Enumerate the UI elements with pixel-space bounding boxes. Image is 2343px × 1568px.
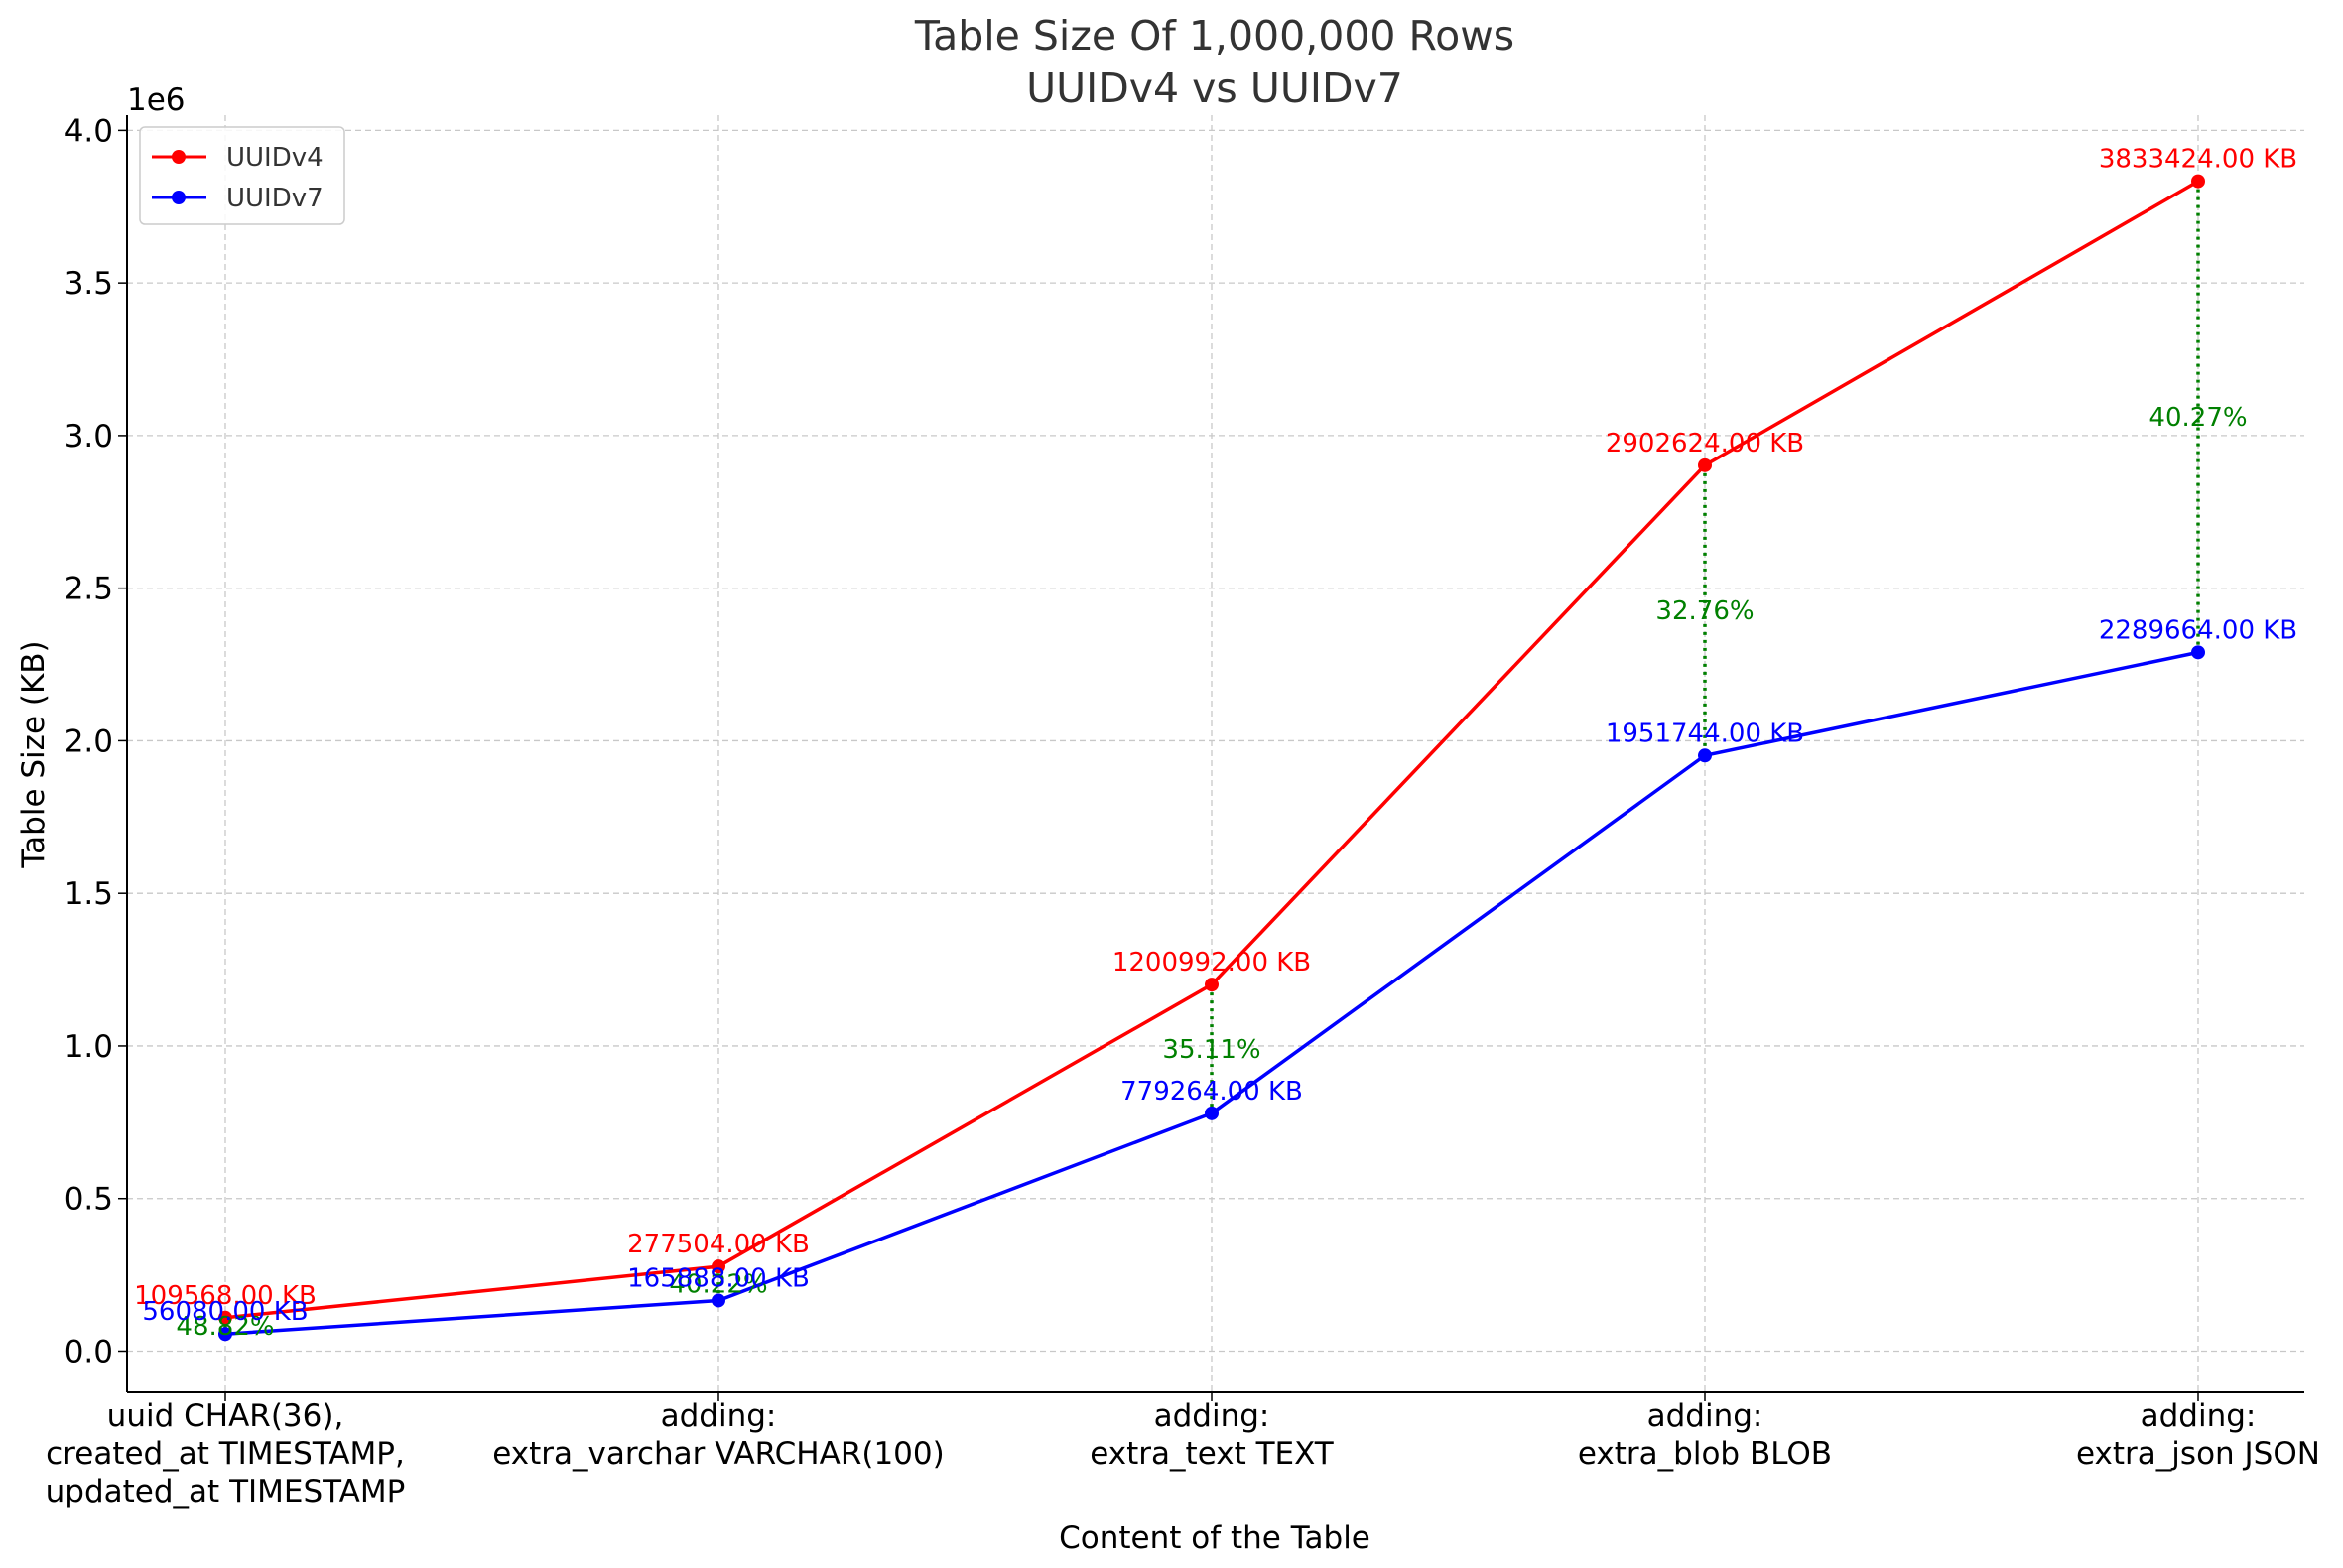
data-label-uuidv7: 1951744.00 KB	[1606, 719, 1804, 748]
difference-label: 40.27%	[2148, 403, 2247, 433]
x-tick-label: adding: extra_varchar VARCHAR(100)	[492, 1398, 944, 1472]
y-tick-label: 2.5	[65, 572, 113, 607]
series-point-uuidv4	[712, 1259, 725, 1274]
x-tick-label: uuid CHAR(36), created_at TIMESTAMP, updat…	[46, 1398, 406, 1509]
x-tick-label-line: adding:	[2141, 1398, 2257, 1434]
axes	[126, 115, 2304, 1393]
x-tick-label-line: extra_text TEXT	[1090, 1436, 1335, 1472]
difference-label: 40.22%	[669, 1269, 767, 1299]
series-point-uuidv4	[2191, 174, 2205, 189]
y-axis-label: Table Size (KB)	[16, 640, 52, 868]
x-tick-label-line: extra_blob BLOB	[1578, 1436, 1832, 1472]
y-tick-label: 2.0	[65, 723, 113, 759]
y-tick-label: 3.5	[65, 266, 113, 302]
data-label-uuidv4: 3833424.00 KB	[2099, 145, 2297, 175]
series-point-uuidv7	[1205, 1106, 1219, 1120]
x-tick-label: adding: extra_blob BLOB	[1578, 1398, 1832, 1472]
difference-label: 35.11%	[1162, 1035, 1260, 1065]
x-tick-label: adding: extra_json JSON	[2076, 1398, 2320, 1472]
series-point-uuidv7	[218, 1327, 232, 1342]
series-point-uuidv4	[1205, 978, 1219, 992]
legend-marker-uuidv7	[172, 191, 186, 204]
data-label-uuidv7: 56080.00 KB	[142, 1297, 308, 1327]
difference-label: 32.76%	[1655, 596, 1754, 626]
x-tick-label-line: extra_varchar VARCHAR(100)	[492, 1436, 944, 1472]
series-point-uuidv4	[218, 1310, 232, 1325]
series-point-uuidv7	[712, 1293, 725, 1308]
y-tick-label: 1.5	[65, 876, 113, 912]
difference-label: 48.82%	[176, 1312, 274, 1342]
series-point-uuidv4	[1698, 457, 1712, 472]
data-labels: 48.82% 40.22% 35.11% 32.76% 40.27% 109568.00 …	[134, 145, 2297, 1342]
x-tick-label-line: extra_json JSON	[2076, 1436, 2320, 1472]
x-tick-label: adding: extra_text TEXT	[1090, 1398, 1335, 1472]
x-tick-label-line: adding:	[1647, 1398, 1763, 1434]
chart-title: Table Size Of 1,000,000 Rows	[914, 12, 1514, 60]
x-tick-label-line: adding:	[661, 1398, 777, 1434]
data-label-uuidv4: 277504.00 KB	[627, 1230, 810, 1259]
legend: UUIDv4 UUIDv7	[139, 126, 345, 225]
data-label-uuidv7: 2289664.00 KB	[2099, 615, 2297, 645]
series	[218, 174, 2205, 1342]
x-tick-label-line: uuid CHAR(36),	[107, 1398, 344, 1434]
data-label-uuidv4: 2902624.00 KB	[1606, 429, 1804, 458]
data-label-uuidv4: 1200992.00 KB	[1112, 948, 1311, 978]
y-offset-label: 1e6	[127, 82, 186, 118]
ticks: 0.0 0.5 1.0 1.5 2.0 2.5 3.0 3.5 4.0 uuid CHAR(36)…	[46, 113, 2320, 1509]
y-tick-label: 0.0	[65, 1334, 113, 1370]
y-tick-label: 0.5	[65, 1182, 113, 1218]
y-tick-label: 4.0	[65, 113, 113, 149]
legend-label-uuidv4: UUIDv4	[226, 143, 324, 173]
x-tick-label-line: updated_at TIMESTAMP	[46, 1474, 406, 1509]
data-label-uuidv7: 165888.00 KB	[627, 1263, 810, 1293]
y-tick-label: 1.0	[65, 1029, 113, 1065]
series-point-uuidv7	[1698, 748, 1712, 763]
series-point-uuidv7	[2191, 645, 2205, 660]
x-axis-label: Content of the Table	[1059, 1520, 1370, 1556]
data-label-uuidv4: 109568.00 KB	[134, 1281, 317, 1311]
y-tick-label: 3.0	[65, 419, 113, 455]
legend-box	[139, 126, 345, 225]
x-tick-label-line: created_at TIMESTAMP,	[46, 1436, 405, 1472]
grid	[127, 115, 2304, 1392]
x-tick-label-line: adding:	[1154, 1398, 1270, 1434]
legend-label-uuidv7: UUIDv7	[226, 184, 324, 213]
legend-marker-uuidv4	[172, 150, 186, 164]
chart-subtitle: UUIDv4 vs UUIDv7	[1026, 65, 1403, 112]
data-label-uuidv7: 779264.00 KB	[1120, 1077, 1303, 1107]
